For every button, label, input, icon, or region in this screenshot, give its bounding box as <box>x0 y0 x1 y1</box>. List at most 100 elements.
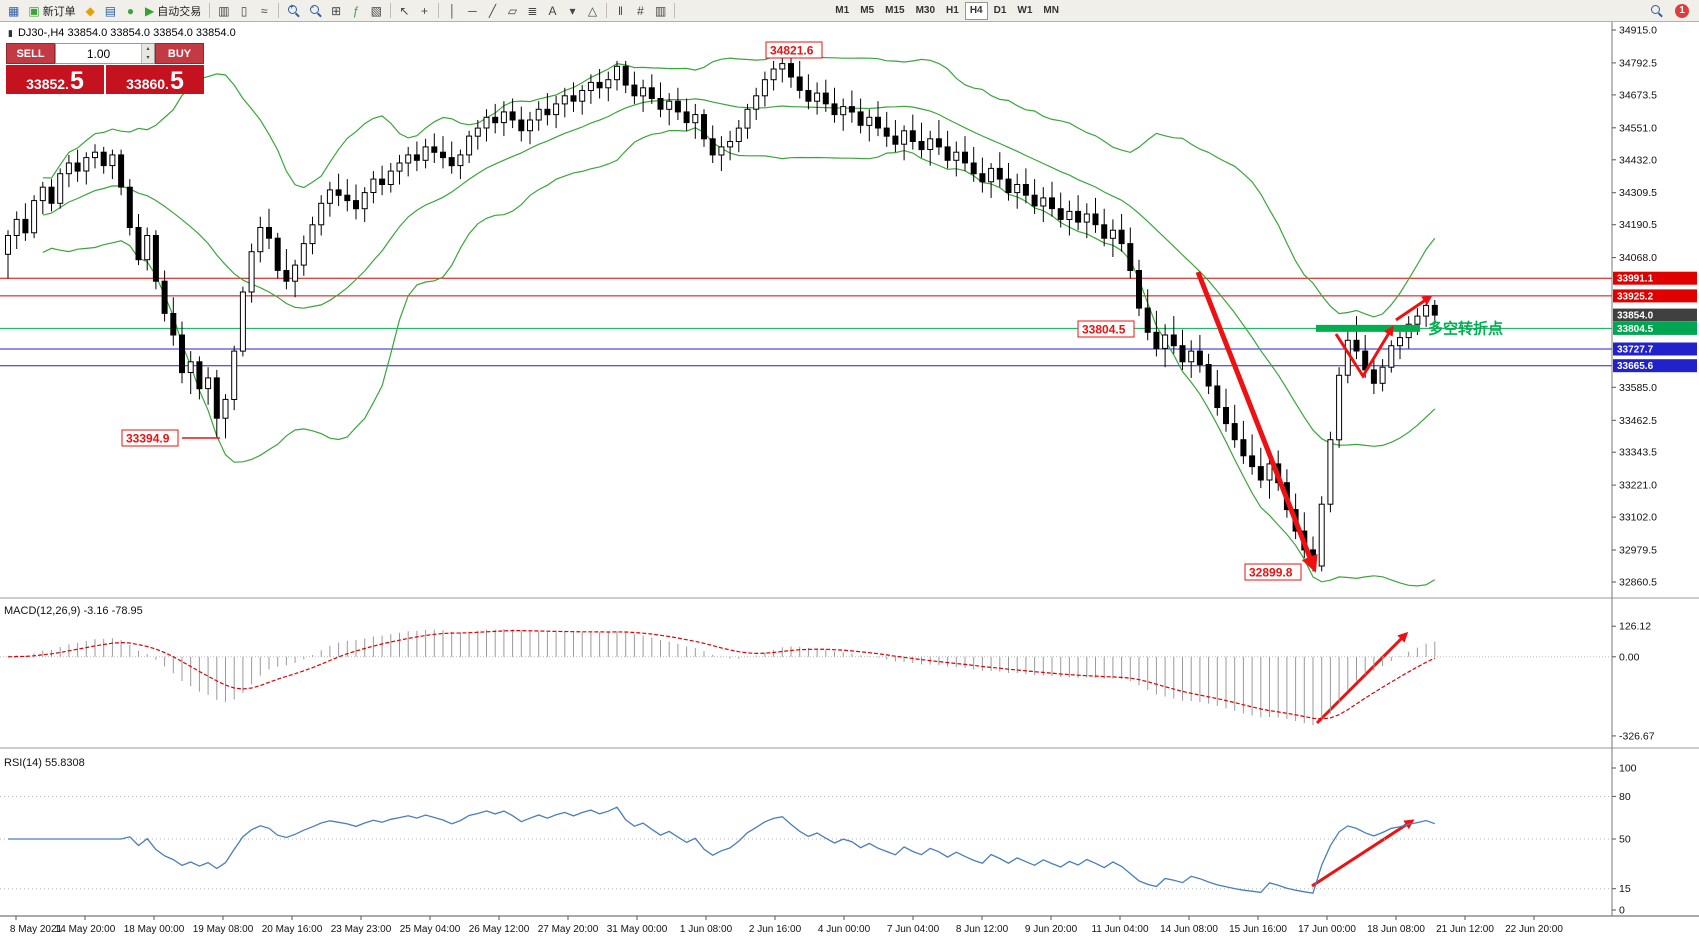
tile-windows-button[interactable]: ⊞ <box>327 1 346 20</box>
main-v-arrow <box>1334 325 1394 379</box>
fibo-button[interactable]: ≣ <box>523 1 542 20</box>
community-button[interactable]: ● <box>121 1 140 20</box>
zoom-in-button[interactable]: + <box>283 1 304 20</box>
svg-text:100: 100 <box>1619 763 1637 775</box>
line-chart-button[interactable]: ≈ <box>255 1 274 20</box>
svg-text:25 May 04:00: 25 May 04:00 <box>400 924 461 935</box>
cursor-button[interactable]: ↖ <box>395 1 414 20</box>
rsi-up-arrow <box>1311 819 1415 888</box>
price-tag <box>1613 342 1697 356</box>
magnifier-icon: + <box>287 4 300 17</box>
buy-price-big-digit: 5 <box>169 67 184 95</box>
objects-list-button[interactable]: ▧ <box>367 1 386 20</box>
metaeditor-icon: ◆ <box>85 3 95 18</box>
buy-button[interactable]: BUY <box>155 43 204 64</box>
trendline-button[interactable]: ╱ <box>483 1 502 20</box>
timeframe-h4-button[interactable]: H4 <box>964 1 988 20</box>
svg-text:18 May 00:00: 18 May 00:00 <box>124 924 185 935</box>
svg-text:33925.2: 33925.2 <box>1617 291 1654 302</box>
svg-text:20 May 16:00: 20 May 16:00 <box>262 924 323 935</box>
timeframe-m1-button[interactable]: M1 <box>830 2 854 20</box>
text-button[interactable]: A <box>543 1 562 20</box>
zoom-out-button[interactable]: - <box>305 1 326 20</box>
new-order-button-label: 新订单 <box>42 5 76 18</box>
svg-text:19 May 08:00: 19 May 08:00 <box>193 924 254 935</box>
sell-price[interactable]: 33852. 5 <box>6 65 104 94</box>
symbol-ohlc-text: DJ30-,H4 33854.0 33854.0 33854.0 33854.0 <box>17 27 236 39</box>
bollinger-bands <box>42 52 1436 587</box>
fibo-icon: ≣ <box>527 3 538 18</box>
timeframe-m5-button[interactable]: M5 <box>855 2 879 20</box>
full-screen-icon: ▥ <box>654 3 667 18</box>
svg-text:33102.0: 33102.0 <box>1619 512 1657 524</box>
toolbar-separator <box>277 3 279 18</box>
indicators-button[interactable]: ƒ <box>347 1 366 20</box>
period-separators-button[interactable]: ‖ <box>611 1 630 20</box>
svg-text:32899.8: 32899.8 <box>1249 566 1293 580</box>
metaeditor-button[interactable]: ◆ <box>81 1 100 20</box>
candle-chart-button[interactable]: ▯ <box>235 1 254 20</box>
hline-icon: ─ <box>468 3 477 18</box>
crosshair-button[interactable]: + <box>415 1 434 20</box>
volume-spinner: ▴ ▾ <box>141 44 154 63</box>
svg-text:15 Jun 16:00: 15 Jun 16:00 <box>1229 924 1287 935</box>
indicators-icon: ƒ <box>352 3 360 18</box>
new-chart-button[interactable]: ▦ <box>4 1 23 20</box>
magnifier-icon: - <box>309 4 322 17</box>
hline-button[interactable]: ─ <box>463 1 482 20</box>
full-screen-button[interactable]: ▥ <box>651 1 670 20</box>
svg-text:9 Jun 20:00: 9 Jun 20:00 <box>1025 924 1078 935</box>
label-icon: ▾ <box>569 3 576 18</box>
sell-price-text: 33852. <box>26 76 69 92</box>
channel-button[interactable]: ▱ <box>503 1 522 20</box>
new-order-button[interactable]: ▣ 新订单 <box>24 1 79 20</box>
price-axis: 34915.0 34792.5 34673.5 34551.0 34432.0 34309… <box>1612 25 1697 589</box>
volume-down-button[interactable]: ▾ <box>141 53 154 63</box>
line-chart-icon: ≈ <box>260 3 268 18</box>
svg-text:31 May 00:00: 31 May 00:00 <box>607 924 668 935</box>
label-button[interactable]: ▾ <box>563 1 582 20</box>
one-click-trading-panel: SELL ▴ ▾ BUY 33852.5 33860.5 <box>6 43 204 94</box>
market-button[interactable]: ▤ <box>101 1 120 20</box>
toolbar-timeframes: M1 M5 M15 M30 H1 H4 D1 W1 MN <box>830 1 1064 20</box>
svg-text:33462.5: 33462.5 <box>1619 415 1657 427</box>
svg-text:33394.9: 33394.9 <box>126 432 170 446</box>
timeframe-m30-button[interactable]: M30 <box>911 2 940 20</box>
crosshair-icon: + <box>420 3 428 18</box>
sell-button[interactable]: SELL <box>6 43 55 64</box>
chart-annotations: 多空转折点 34821.6 33804.5 33394.9 32899.8 <box>121 41 1503 888</box>
volume-up-button[interactable]: ▴ <box>141 44 154 54</box>
shapes-button[interactable]: △ <box>583 1 602 20</box>
svg-text:32860.5: 32860.5 <box>1619 577 1657 589</box>
chart-icon: ▮ <box>8 27 13 38</box>
volume-input[interactable] <box>56 44 141 63</box>
svg-text:23 May 23:00: 23 May 23:00 <box>331 924 392 935</box>
svg-text:17 Jun 00:00: 17 Jun 00:00 <box>1298 924 1356 935</box>
autotrading-button-label: 自动交易 <box>157 5 202 18</box>
svg-text:21 Jun 12:00: 21 Jun 12:00 <box>1436 924 1494 935</box>
symbol-info: ▮ DJ30-,H4 33854.0 33854.0 33854.0 33854… <box>8 27 236 39</box>
autotrading-button[interactable]: ▶ 自动交易 <box>141 1 205 20</box>
bar-chart-icon: ▥ <box>218 3 230 18</box>
new-chart-icon: ▦ <box>8 3 20 18</box>
notification-badge[interactable]: 1 <box>1675 3 1689 18</box>
chart-canvas[interactable]: 多空转折点 34821.6 33804.5 33394.9 32899.8 34915.0… <box>0 22 1699 943</box>
macd-panel: MACD(12,26,9) -3.16 -78.95 126.12 0.00 -326… <box>0 605 1655 742</box>
timeframe-d1-button[interactable]: D1 <box>989 2 1012 20</box>
buy-price[interactable]: 33860. 5 <box>106 65 204 94</box>
bar-chart-button[interactable]: ▥ <box>214 1 233 20</box>
toolbar-right: 1 <box>1646 1 1695 20</box>
search-button[interactable] <box>1646 1 1667 20</box>
vline-button[interactable]: │ <box>443 1 462 20</box>
svg-text:34068.0: 34068.0 <box>1619 252 1657 264</box>
timeframe-h1-button[interactable]: H1 <box>941 2 964 20</box>
timeframe-m15-button[interactable]: M15 <box>880 2 909 20</box>
svg-text:33343.5: 33343.5 <box>1619 447 1657 459</box>
svg-text:34821.6: 34821.6 <box>770 44 814 58</box>
grid-button[interactable]: # <box>631 1 650 20</box>
toolbar-separator <box>605 3 607 18</box>
timeframe-w1-button[interactable]: W1 <box>1012 2 1037 20</box>
market-icon: ▤ <box>104 3 117 18</box>
rsi-panel: RSI(14) 55.8308 100 80 50 15 0 <box>0 757 1637 917</box>
timeframe-mn-button[interactable]: MN <box>1038 2 1064 20</box>
